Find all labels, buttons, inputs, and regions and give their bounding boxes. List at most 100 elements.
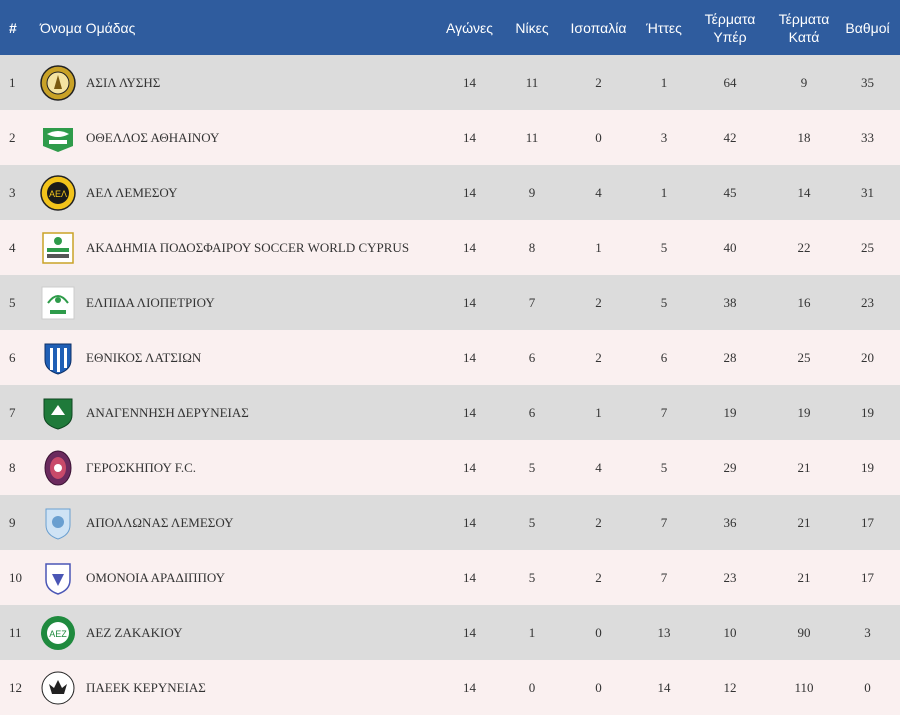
soccer-world-crest-icon: [40, 230, 76, 266]
goals-for-cell: 42: [723, 129, 737, 145]
header-losses[interactable]: Ήττες: [646, 19, 682, 36]
goals-for-cell: 45: [723, 184, 737, 200]
team-cell: ΕΘΝΙΚΟΣ ΛΑΤΣΙΩΝ: [26, 340, 431, 376]
header-games[interactable]: Αγώνες: [445, 19, 493, 36]
team-name[interactable]: ΓΕΡΟΣΚΗΠΟΥ F.C.: [86, 459, 197, 475]
header-points[interactable]: Βαθμοί: [845, 19, 890, 36]
wins-cell: 11: [525, 74, 539, 90]
points-cell: 33: [861, 129, 874, 145]
team-name[interactable]: ΟΜΟΝΟΙΑ ΑΡΑΔΙΠΠΟΥ: [86, 569, 226, 585]
losses-cell: 7: [660, 514, 668, 530]
header-goals-against[interactable]: Τέρματα Κατά: [773, 10, 835, 46]
goals-against-cell: 21: [797, 514, 811, 530]
team-name[interactable]: ΑΣΙΛ ΛΥΣΗΣ: [86, 74, 161, 90]
header-team[interactable]: Όνομα Ομάδας: [40, 19, 136, 36]
table-row: 5 ΕΛΠΙΔΑ ΛΙΟΠΕΤΡΙΟΥ 14 7 2 5 38 16 23: [0, 275, 900, 330]
team-name[interactable]: ΑΕΖ ΖΑΚΑΚΙΟΥ: [86, 624, 183, 640]
table-row: 3 ΑΕΛ ΑΕΛ ΛΕΜΕΣΟΥ 14 9 4 1 45 14 31: [0, 165, 900, 220]
draws-cell: 2: [595, 569, 602, 585]
team-name[interactable]: ΠΑΕΕΚ ΚΕΡΥΝΕΙΑΣ: [86, 679, 206, 695]
losses-cell: 1: [660, 184, 668, 200]
team-name[interactable]: ΕΛΠΙΔΑ ΛΙΟΠΕΤΡΙΟΥ: [86, 294, 215, 310]
table-row: 11 ΑΕΖ ΑΕΖ ΖΑΚΑΚΙΟΥ 14 1 0 13 10 90 3: [0, 605, 900, 660]
draws-cell: 2: [595, 514, 602, 530]
othellos-athienou-crest-icon: [40, 120, 76, 156]
losses-cell: 6: [660, 349, 668, 365]
games-cell: 14: [463, 129, 476, 145]
header-goals-for-line2: Υπέρ: [713, 28, 747, 45]
losses-cell: 14: [657, 679, 671, 695]
draws-cell: 0: [595, 679, 602, 695]
goals-for-cell: 19: [723, 404, 737, 420]
goals-against-cell: 21: [797, 459, 811, 475]
table-row: 1 ΑΣΙΛ ΛΥΣΗΣ 14 11 2 1 64 9 35: [0, 55, 900, 110]
games-cell: 14: [463, 569, 476, 585]
wins-cell: 1: [528, 624, 536, 640]
table-row: 2 ΟΘΕΛΛΟΣ ΑΘΗΑΙΝΟΥ 14 11 0 3 42 18 33: [0, 110, 900, 165]
table-row: 4 ΑΚΑΔΗΜΙΑ ΠΟΔΟΣΦΑΙΡΟΥ SOCCER WORLD CYPR…: [0, 220, 900, 275]
goals-for-cell: 28: [723, 349, 737, 365]
team-name[interactable]: ΟΘΕΛΛΟΣ ΑΘΗΑΙΝΟΥ: [86, 129, 220, 145]
goals-against-cell: 21: [797, 569, 811, 585]
points-cell: 23: [861, 294, 874, 310]
goals-against-cell: 19: [797, 404, 811, 420]
rank-cell: 9: [9, 514, 16, 530]
team-cell: ΟΜΟΝΟΙΑ ΑΡΑΔΙΠΠΟΥ: [26, 560, 431, 596]
team-cell: ΑΠΟΛΛΩΝΑΣ ΛΕΜΕΣΟΥ: [26, 505, 431, 541]
losses-cell: 5: [660, 294, 668, 310]
losses-cell: 7: [660, 569, 668, 585]
header-wins[interactable]: Νίκες: [515, 19, 549, 36]
team-cell: ΑΣΙΛ ΛΥΣΗΣ: [26, 64, 431, 101]
goals-against-cell: 16: [797, 294, 811, 310]
team-name[interactable]: ΑΚΑΔΗΜΙΑ ΠΟΔΟΣΦΑΙΡΟΥ SOCCER WORLD CYPRUS: [86, 239, 410, 255]
goals-for-cell: 36: [723, 514, 737, 530]
team-cell: ΑΝΑΓΕΝΝΗΣΗ ΔΕΡΥΝΕΙΑΣ: [26, 395, 431, 431]
table-row: 10 ΟΜΟΝΟΙΑ ΑΡΑΔΙΠΠΟΥ 14 5 2 7 23 21 17: [0, 550, 900, 605]
aez-zakakiou-crest-icon: ΑΕΖ: [40, 615, 76, 651]
goals-for-cell: 10: [723, 624, 737, 640]
rank-cell: 7: [9, 404, 16, 420]
draws-cell: 0: [595, 129, 602, 145]
elpida-liopetriou-crest-icon: [40, 285, 76, 321]
games-cell: 14: [463, 184, 476, 200]
table-row: 6 ΕΘΝΙΚΟΣ ΛΑΤΣΙΩΝ 14 6 2 6 28 25 20: [0, 330, 900, 385]
team-name[interactable]: ΑΕΛ ΛΕΜΕΣΟΥ: [86, 184, 178, 200]
points-cell: 19: [861, 404, 874, 420]
omonia-aradippou-crest-icon: [40, 560, 76, 596]
rank-cell: 8: [9, 459, 16, 475]
games-cell: 14: [463, 294, 476, 310]
draws-cell: 2: [595, 349, 602, 365]
goals-for-cell: 12: [723, 679, 737, 695]
goals-against-cell: 25: [797, 349, 811, 365]
goals-for-cell: 38: [723, 294, 737, 310]
team-name[interactable]: ΑΝΑΓΕΝΝΗΣΗ ΔΕΡΥΝΕΙΑΣ: [86, 404, 249, 420]
games-cell: 14: [463, 624, 476, 640]
svg-text:ΑΕΖ: ΑΕΖ: [49, 629, 67, 639]
anagennisi-deryneias-crest-icon: [40, 395, 76, 431]
header-goals-for[interactable]: Τέρματα Υπέρ: [687, 10, 773, 46]
losses-cell: 13: [657, 624, 671, 640]
rank-cell: 4: [9, 239, 16, 255]
goals-against-cell: 90: [797, 624, 811, 640]
apollon-limassol-crest-icon: [40, 505, 76, 541]
points-cell: 31: [861, 184, 874, 200]
team-name[interactable]: ΕΘΝΙΚΟΣ ΛΑΤΣΙΩΝ: [86, 349, 202, 365]
header-draws[interactable]: Ισοπαλία: [570, 19, 627, 36]
asil-lysis-crest-icon: [40, 64, 76, 101]
rank-cell: 2: [9, 129, 16, 145]
losses-cell: 5: [660, 239, 668, 255]
rank-cell: 6: [9, 349, 16, 365]
games-cell: 14: [463, 239, 476, 255]
ethnikos-latsion-crest-icon: [40, 340, 76, 376]
goals-for-cell: 40: [723, 239, 737, 255]
header-goals-against-line1: Τέρματα: [778, 10, 830, 27]
team-name[interactable]: ΑΠΟΛΛΩΝΑΣ ΛΕΜΕΣΟΥ: [86, 514, 234, 530]
wins-cell: 5: [528, 459, 536, 475]
points-cell: 17: [861, 569, 874, 585]
goals-for-cell: 23: [723, 569, 737, 585]
svg-text:ΑΕΛ: ΑΕΛ: [49, 189, 67, 199]
losses-cell: 1: [660, 74, 668, 90]
table-row: 7 ΑΝΑΓΕΝΝΗΣΗ ΔΕΡΥΝΕΙΑΣ 14 6 1 7 19 19 19: [0, 385, 900, 440]
table-header: # Όνομα Ομάδας Αγώνες Νίκες Ισοπαλία Ήττ…: [0, 0, 900, 55]
